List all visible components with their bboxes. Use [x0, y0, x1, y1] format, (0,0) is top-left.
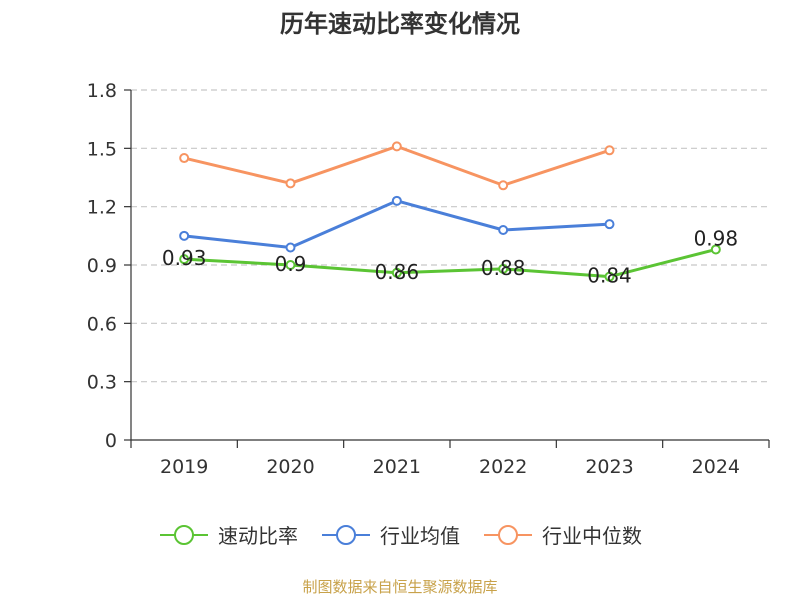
- legend-item-quick-ratio[interactable]: 速动比率: [158, 520, 298, 549]
- y-tick-label: 0.9: [87, 255, 117, 277]
- data-point-0: [604, 271, 615, 282]
- data-label: 0.84: [587, 264, 632, 288]
- data-point-0: [391, 267, 402, 278]
- data-point-2: [179, 153, 190, 164]
- series-line-2: [183, 144, 610, 187]
- legend: 速动比率 行业均值 行业中位数: [0, 520, 800, 549]
- data-point-1: [498, 225, 509, 235]
- legend-item-industry-mean[interactable]: 行业均值: [320, 520, 460, 549]
- legend-swatch-industry-median: [484, 524, 532, 545]
- x-tick-label: 2023: [585, 456, 633, 478]
- legend-label-industry-median: 行业中位数: [542, 524, 642, 548]
- x-tick-label: 2021: [373, 456, 421, 478]
- series-line-1: [184, 199, 610, 249]
- source-footer: 制图数据来自恒生聚源数据库: [302, 578, 498, 596]
- data-point-1: [179, 230, 190, 241]
- y-tick-label: 0: [105, 430, 117, 452]
- y-tick-label: 1.8: [87, 80, 117, 102]
- chart-title: 历年速动比率变化情况: [280, 10, 520, 38]
- data-point-2: [285, 178, 296, 189]
- data-point-2: [498, 180, 509, 191]
- data-point-1: [604, 219, 615, 230]
- data-point-2: [604, 145, 615, 156]
- data-point-2: [391, 141, 402, 152]
- data-point-0: [285, 260, 296, 270]
- data-label: 0.93: [162, 246, 207, 270]
- legend-item-industry-median[interactable]: 行业中位数: [482, 520, 642, 549]
- x-tick-label: 2019: [160, 456, 208, 478]
- y-tick-label: 0.6: [87, 313, 117, 335]
- y-tick-label: 1.5: [87, 138, 117, 160]
- legend-label-industry-mean: 行业均值: [380, 524, 460, 548]
- legend-swatch-quick-ratio: [160, 524, 208, 545]
- x-tick-label: 2020: [266, 456, 314, 478]
- y-tick-label: 1.2: [87, 197, 117, 219]
- legend-label-quick-ratio: 速动比率: [218, 524, 298, 548]
- y-tick-label: 0.3: [87, 372, 117, 394]
- legend-swatch-industry-mean: [322, 524, 370, 545]
- data-label: 0.98: [694, 226, 739, 250]
- data-point-0: [710, 244, 721, 255]
- data-point-1: [285, 242, 296, 253]
- data-point-0: [179, 254, 190, 265]
- x-tick-label: 2024: [692, 456, 740, 478]
- data-label: 0.86: [375, 260, 420, 284]
- x-tick-label: 2022: [479, 456, 527, 478]
- data-point-0: [498, 263, 509, 274]
- series-line-0: [184, 247, 717, 279]
- data-label: 0.88: [481, 256, 526, 280]
- data-point-1: [391, 195, 402, 206]
- data-label: 0.9: [275, 252, 307, 276]
